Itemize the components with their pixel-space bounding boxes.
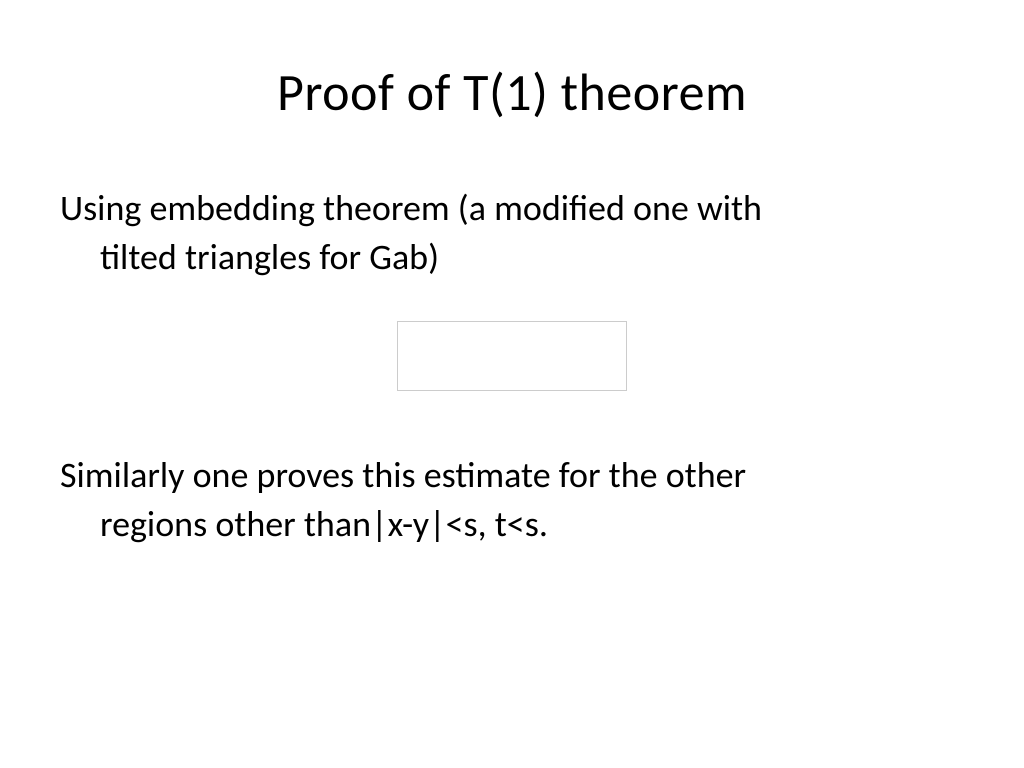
slide-title: Proof of T(1) theorem [60, 60, 964, 124]
slide-container: Proof of T(1) theorem Using embedding th… [0, 0, 1024, 768]
equation-placeholder-box [397, 321, 627, 391]
paragraph-2-line-2: regions other than|x-y|<s, t<s. [60, 500, 964, 549]
paragraph-2-line-1: Similarly one proves this estimate for t… [60, 451, 964, 500]
paragraph-2: Similarly one proves this estimate for t… [60, 451, 964, 548]
paragraph-1-line-1: Using embedding theorem (a modified one … [60, 184, 964, 233]
paragraph-1-line-2: tilted triangles for Gab) [60, 233, 964, 282]
paragraph-1: Using embedding theorem (a modified one … [60, 184, 964, 281]
